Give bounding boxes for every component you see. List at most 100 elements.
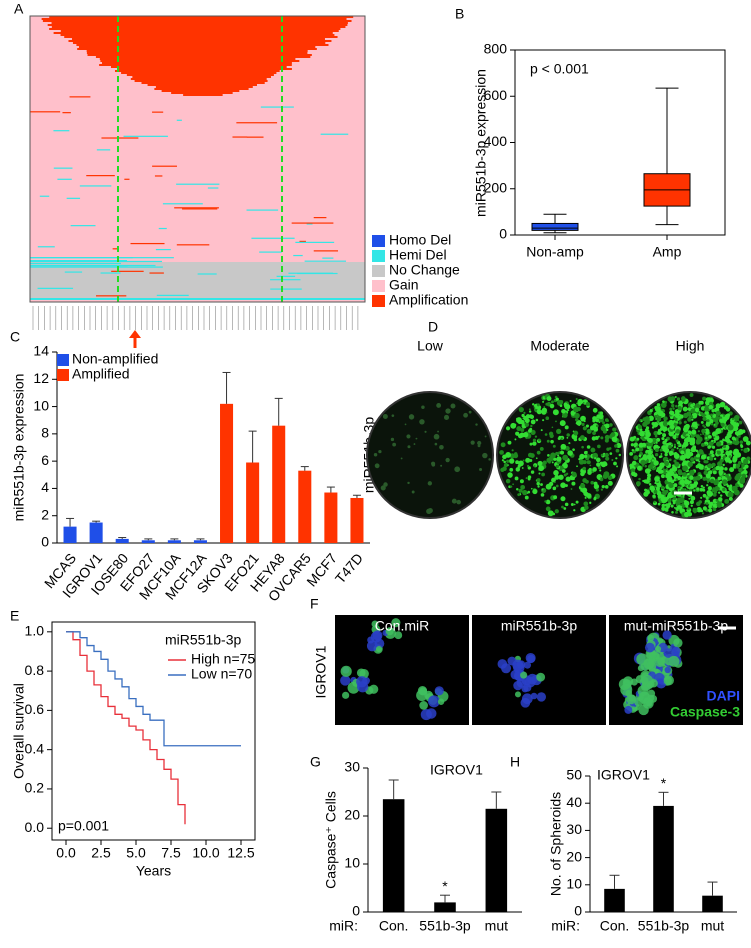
stain	[534, 435, 538, 438]
heatmap-stripe	[306, 223, 313, 225]
stain	[700, 484, 704, 488]
stain	[450, 403, 456, 409]
stain	[707, 491, 714, 497]
stain	[674, 461, 680, 467]
stain	[590, 447, 596, 453]
stain	[408, 414, 415, 420]
cell	[663, 675, 674, 686]
stain	[737, 472, 742, 478]
stain	[676, 447, 679, 450]
stain	[635, 447, 640, 452]
stain	[702, 396, 707, 401]
heatmap-stripe	[260, 106, 294, 108]
stain	[697, 430, 700, 433]
heatmap-stripe	[152, 111, 164, 113]
stain	[546, 396, 552, 401]
stain	[536, 478, 541, 483]
stain	[572, 477, 575, 481]
stain	[666, 495, 669, 498]
stain	[724, 438, 729, 442]
legend-swatch	[57, 354, 69, 366]
y-tick-label: 800	[484, 41, 508, 57]
y-tick-label: 14	[33, 343, 49, 359]
stain	[711, 408, 715, 413]
stain	[718, 497, 723, 502]
annotation: p < 0.001	[530, 61, 589, 77]
error-bar	[170, 538, 179, 541]
stain	[652, 494, 656, 498]
stain	[679, 454, 686, 461]
stain	[672, 434, 677, 439]
stain	[530, 470, 535, 474]
y-tick-label: 12	[33, 370, 49, 386]
plot-frame	[514, 49, 726, 236]
heatmap-amp	[99, 58, 296, 60]
bar	[653, 805, 674, 912]
stain	[662, 400, 665, 403]
bar	[193, 540, 207, 543]
stain	[724, 498, 730, 504]
stain	[382, 413, 388, 419]
stain	[538, 465, 545, 472]
stain	[715, 428, 722, 435]
stain	[560, 443, 567, 450]
stain-label: DAPI	[707, 688, 740, 704]
stain	[586, 445, 591, 449]
x-tick-label: Con.	[379, 918, 409, 934]
stain	[583, 450, 588, 455]
stain	[695, 439, 702, 445]
stain	[559, 404, 563, 408]
stain	[570, 488, 573, 490]
cell	[497, 659, 508, 669]
stain	[667, 471, 670, 474]
stain	[592, 407, 598, 413]
annotation: *	[661, 775, 667, 791]
stain	[566, 409, 570, 412]
heatmap-stripe	[53, 167, 73, 169]
stain	[674, 395, 677, 399]
stain	[576, 421, 580, 424]
stain	[522, 432, 529, 438]
cell	[654, 645, 662, 653]
heatmap-stripe	[291, 222, 334, 224]
stain	[679, 499, 684, 504]
bar	[604, 888, 625, 912]
stain	[648, 415, 654, 422]
cell	[672, 646, 681, 656]
stain	[451, 498, 457, 504]
error-bar	[352, 494, 361, 498]
stain	[668, 482, 674, 489]
stain	[378, 449, 382, 454]
stain	[715, 415, 720, 421]
bar	[115, 538, 129, 543]
stain	[706, 477, 711, 483]
box	[531, 222, 579, 231]
stain	[713, 424, 716, 426]
stain	[390, 437, 395, 442]
heatmap-amp	[64, 36, 338, 38]
stain	[570, 502, 574, 506]
stain	[544, 433, 548, 436]
cell	[673, 638, 683, 648]
stain	[743, 458, 748, 464]
stain	[740, 445, 744, 448]
cell	[371, 620, 379, 628]
stain	[616, 442, 622, 449]
stain	[656, 406, 661, 411]
cell	[359, 668, 369, 679]
bar	[485, 808, 508, 912]
stain	[675, 478, 679, 481]
x-axis-label: Years	[136, 863, 171, 879]
error-bar	[222, 371, 231, 404]
stain	[673, 453, 680, 459]
stain	[475, 423, 478, 426]
stain	[548, 431, 554, 436]
stain	[576, 465, 578, 468]
heatmap-stripe	[79, 185, 112, 187]
stain	[652, 488, 655, 491]
stain	[575, 397, 578, 401]
stain	[700, 496, 703, 499]
stain	[528, 428, 532, 433]
cell	[645, 700, 653, 707]
heatmap-amp	[147, 84, 258, 86]
